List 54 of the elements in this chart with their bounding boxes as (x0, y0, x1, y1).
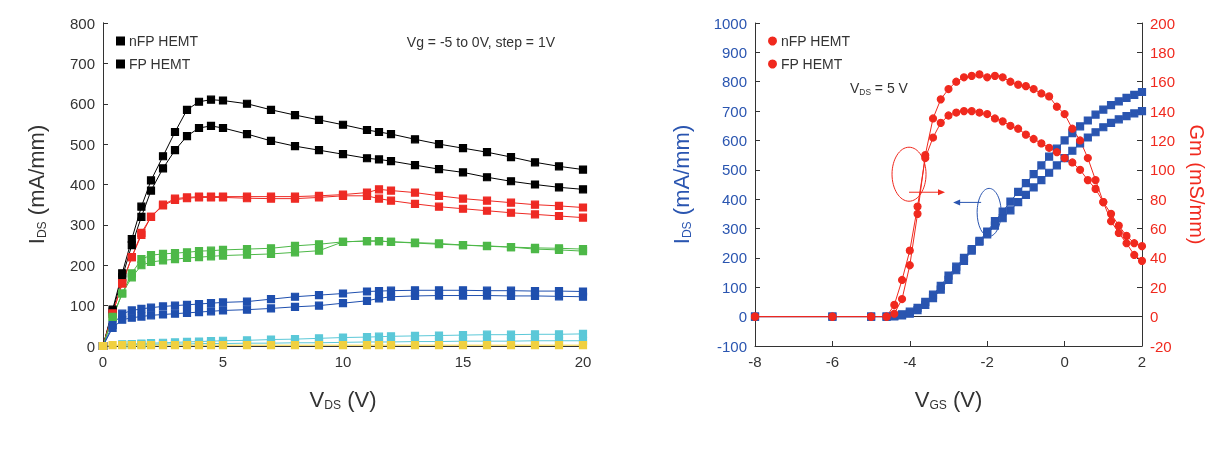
y-tick-label: 900 (721, 43, 747, 61)
y2-tick-label: 160 (1150, 73, 1176, 91)
y-tick-label: 500 (69, 135, 95, 153)
y-tick-label: 100 (721, 278, 747, 296)
y2-tick-label: 0 (1150, 308, 1159, 326)
y2-tick-label: 120 (1150, 131, 1176, 149)
x-tick-label: 0 (98, 353, 108, 370)
y2-tick-label: 180 (1150, 43, 1176, 61)
y-tick-label: 500 (721, 161, 747, 179)
y-tick-label: 0 (738, 308, 747, 326)
y-tick-label: 700 (721, 102, 747, 120)
annotation: Vg = -5 to 0V, step = 1V (406, 34, 556, 50)
y2-axis-title: Gm (mS/mm) (1186, 124, 1208, 245)
y-tick-label: 400 (69, 176, 95, 193)
x-tick-label: 10 (334, 353, 352, 370)
y2-tick-label: -20 (1150, 337, 1172, 355)
y-axis-title: IDS (mA/mm) (24, 124, 49, 245)
y-tick-label: 700 (69, 54, 95, 72)
x-tick-label: 2 (1137, 353, 1147, 370)
x-tick-label: 20 (574, 353, 592, 370)
y-tick-label: 800 (721, 73, 747, 91)
y-axis-title: IDS (mA/mm) (669, 124, 694, 245)
y-tick-label: 300 (721, 220, 747, 238)
x-tick-label: 5 (218, 353, 228, 370)
x-tick-label: -8 (748, 353, 762, 370)
y2-tick-label: 20 (1150, 278, 1167, 296)
y2-tick-label: 100 (1150, 161, 1176, 179)
y2-tick-label: 200 (1150, 14, 1176, 32)
x-tick-label: -2 (980, 353, 994, 370)
y-tick-label: 600 (69, 95, 95, 113)
y2-tick-label: 60 (1150, 220, 1167, 238)
y-tick-label: 800 (69, 14, 95, 32)
y2-tick-label: 140 (1150, 102, 1176, 120)
y-tick-label: 0 (86, 337, 95, 355)
x-tick-label: -4 (903, 353, 917, 370)
x-axis-title: VDS (V) (309, 387, 377, 412)
legend-label: FP HEMT (129, 56, 191, 72)
x-axis-title: VGS (V) (914, 387, 983, 412)
legend-label: nFP HEMT (781, 33, 851, 49)
x-tick-label: 0 (1060, 353, 1069, 370)
y2-tick-label: 40 (1150, 249, 1167, 267)
x-tick-label: -6 (825, 353, 840, 370)
legend-label: nFP HEMT (129, 33, 199, 49)
y-tick-label: 400 (721, 190, 747, 208)
legend-label: FP HEMT (781, 56, 843, 72)
y-tick-label: 600 (721, 131, 747, 149)
y-tick-label: 1000 (713, 14, 747, 32)
y-tick-label: 200 (721, 249, 747, 267)
y-tick-label: 200 (69, 256, 95, 274)
y-tick-label: -100 (716, 337, 747, 355)
x-tick-label: 15 (454, 353, 472, 370)
y-tick-label: 100 (69, 297, 95, 315)
y-tick-label: 300 (69, 216, 95, 234)
y2-tick-label: 80 (1150, 190, 1167, 208)
